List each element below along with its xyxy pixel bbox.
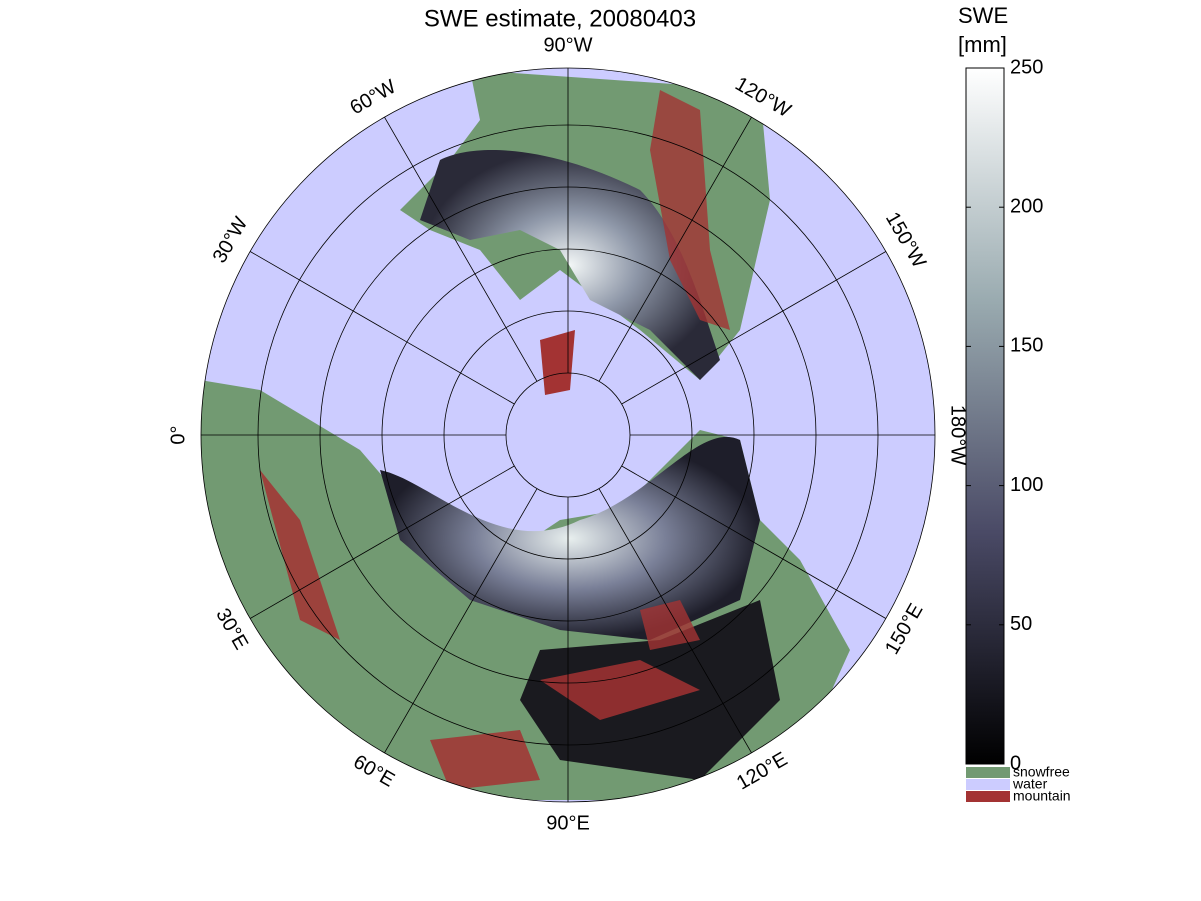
longitude-label: 0° xyxy=(167,425,189,444)
legend-swatch xyxy=(966,767,1010,778)
meridian xyxy=(598,488,752,754)
longitude-label: 180°W xyxy=(947,405,969,465)
longitude-label: 90°W xyxy=(543,34,592,56)
snow xyxy=(420,150,720,380)
mountain xyxy=(540,330,575,395)
meridian xyxy=(621,465,887,619)
legend-swatch xyxy=(966,779,1010,790)
meridian xyxy=(621,251,887,405)
meridian xyxy=(598,116,752,382)
snow xyxy=(380,436,760,640)
map-disk xyxy=(201,68,935,802)
legend-swatch xyxy=(966,791,1010,802)
colorbar-scale xyxy=(965,67,1005,765)
colorbar-label: [mm] xyxy=(958,32,1007,57)
colorbar: SWE [mm] 0 50 100 150 200 250 snowfreewatermount… xyxy=(958,3,1071,804)
colorbar-tick-label: 150 xyxy=(1010,335,1043,357)
mountain xyxy=(650,90,730,330)
map-title: SWE estimate, 20080403 xyxy=(424,5,696,32)
colorbar-label: SWE xyxy=(958,3,1008,28)
legend-label: water xyxy=(1012,776,1048,792)
legend-label: mountain xyxy=(1013,788,1071,804)
longitude-label: 30°E xyxy=(211,605,252,654)
meridian xyxy=(249,465,515,619)
meridian xyxy=(384,116,538,382)
longitude-label: 60°E xyxy=(349,751,398,792)
longitude-label: 90°E xyxy=(546,812,590,834)
meridian xyxy=(384,488,538,754)
graticule xyxy=(200,67,936,803)
colorbar-tick-label: 250 xyxy=(1010,56,1043,78)
legend-label: snowfree xyxy=(1013,764,1070,780)
colorbar-tick-label: 100 xyxy=(1010,474,1043,496)
colorbar-tick-label: 0 xyxy=(1010,752,1021,774)
colorbar-tick-label: 200 xyxy=(1010,195,1043,217)
mountain xyxy=(260,470,700,790)
colorbar-tick-label: 50 xyxy=(1010,613,1032,635)
meridian xyxy=(249,251,515,405)
